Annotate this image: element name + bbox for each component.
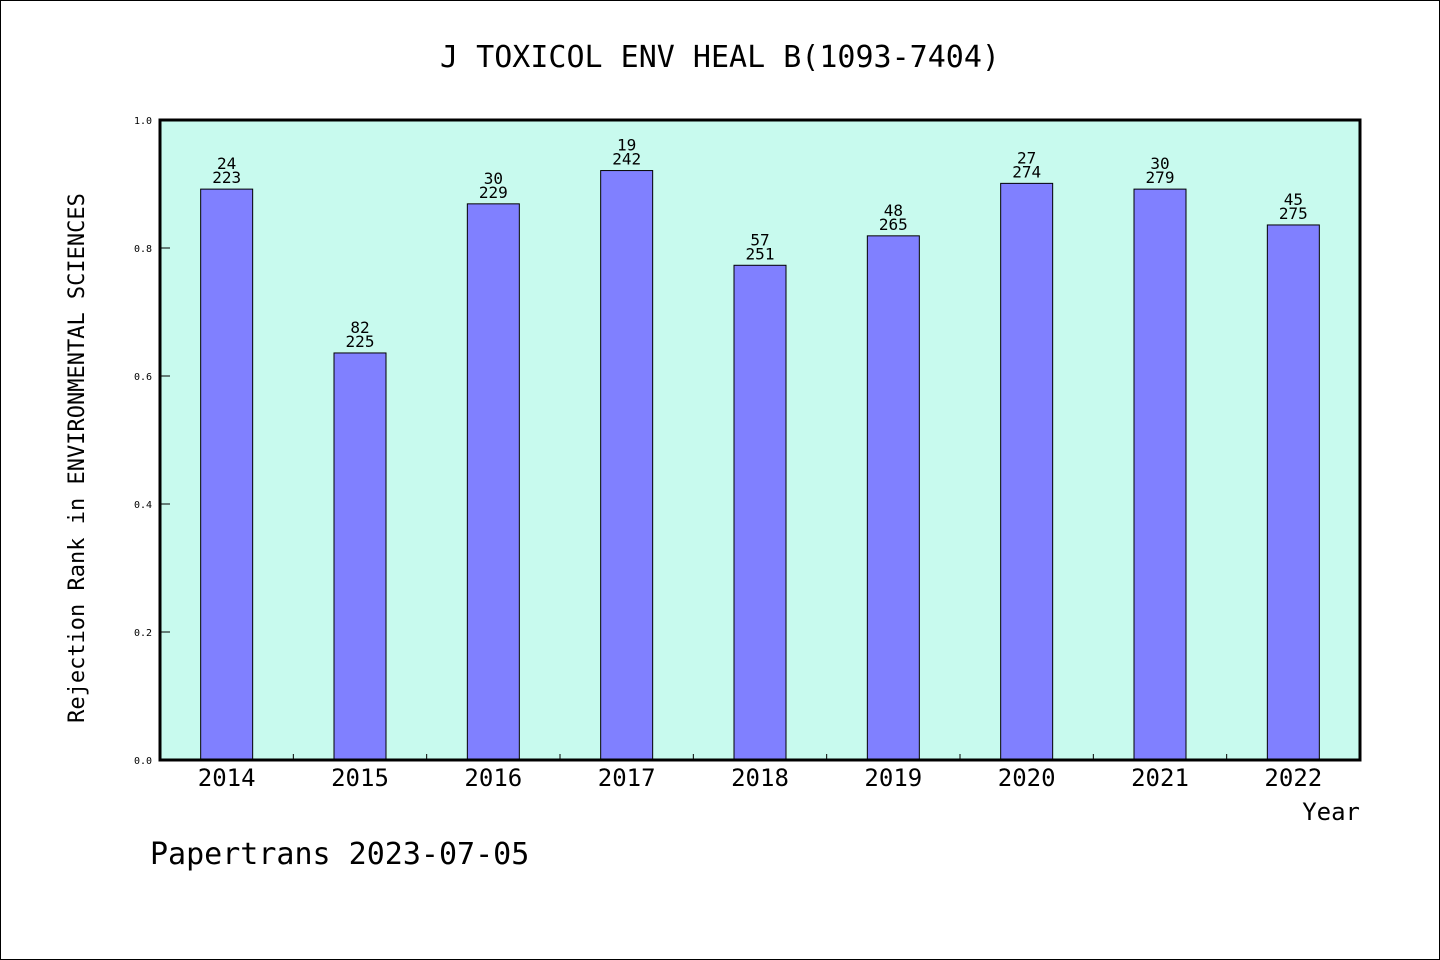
x-tick-label: 2015 <box>331 764 389 792</box>
bar-rank-label: 48 <box>884 201 903 220</box>
chart-title: J TOXICOL ENV HEAL B(1093-7404) <box>440 40 1000 75</box>
plot-border <box>158 118 1362 762</box>
x-tick-label: 2021 <box>1131 764 1189 792</box>
bar-2018 <box>733 264 787 761</box>
bar-rank-label: 57 <box>750 230 769 249</box>
x-tick-label: 2020 <box>998 764 1056 792</box>
y-tick-label: 1.0 <box>134 116 152 127</box>
bar-2016 <box>466 203 520 761</box>
bar-2015 <box>333 352 387 761</box>
bar-total-label: 251 <box>746 244 775 263</box>
y-axis: 0.0 0.2 0.4 0.6 0.8 1.0 <box>134 116 170 767</box>
bar-2022 <box>1266 224 1320 761</box>
bar-2020 <box>1000 182 1054 761</box>
bar-total-label: 265 <box>879 215 908 234</box>
bar-total-label: 279 <box>1146 168 1175 187</box>
bar-total-label: 274 <box>1012 162 1041 181</box>
bar-2014 <box>200 188 254 761</box>
y-tick-label: 0.2 <box>134 628 152 639</box>
x-axis: 2014 2015 2016 2017 2018 2019 2020 2021 2022 <box>198 754 1322 792</box>
y-axis-label: Rejection Rank in ENVIRONMENTAL SCIENCES <box>65 193 90 723</box>
y-tick-label: 0.8 <box>134 244 152 255</box>
x-tick-label: 2022 <box>1264 764 1322 792</box>
bar-2017 <box>600 170 654 761</box>
bar-total-label: 225 <box>346 332 375 351</box>
y-tick-label: 0.4 <box>134 500 152 511</box>
bar-rank-label: 24 <box>217 154 236 173</box>
x-tick-label: 2016 <box>464 764 522 792</box>
y-tick-label: 0.6 <box>134 372 152 383</box>
x-axis-label: Year <box>1302 798 1360 826</box>
bar-2019 <box>866 235 920 761</box>
x-tick-label: 2018 <box>731 764 789 792</box>
bar-total-label: 242 <box>612 150 641 169</box>
x-tick-label: 2014 <box>198 764 256 792</box>
bar-rank-label: 19 <box>617 136 636 155</box>
footer-credit: Papertrans 2023-07-05 <box>150 837 529 872</box>
bar-rank-label: 82 <box>350 318 369 337</box>
bar-total-label: 275 <box>1279 204 1308 223</box>
bar-2021 <box>1133 188 1187 761</box>
bar-rank-label: 45 <box>1284 190 1303 209</box>
bar-total-label: 223 <box>212 168 241 187</box>
bar-total-label: 229 <box>479 183 508 202</box>
bar-rank-label: 30 <box>1150 154 1169 173</box>
x-tick-label: 2019 <box>864 764 922 792</box>
y-tick-label: 0.0 <box>134 756 152 767</box>
x-tick-label: 2017 <box>598 764 656 792</box>
bar-rank-label: 27 <box>1017 148 1036 167</box>
bar-rank-label: 30 <box>484 169 503 188</box>
